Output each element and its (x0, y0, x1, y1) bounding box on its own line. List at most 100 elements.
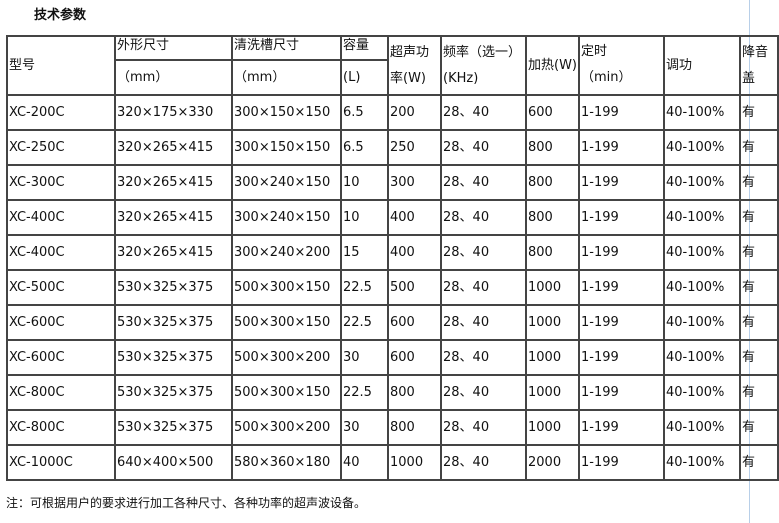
cell-frequency: 28、40 (440, 94, 527, 131)
header-capacity-unit: (L) (340, 59, 389, 96)
cell-tank-size: 500×300×200 (231, 409, 342, 446)
cell-power: 300 (387, 164, 442, 201)
cell-lid: 有 (739, 129, 779, 166)
cell-power-adjust: 40-100% (663, 199, 741, 236)
cell-tank-size: 300×150×150 (231, 94, 342, 131)
cell-tank-size: 500×300×200 (231, 339, 342, 376)
header-freq: 频率（选一）(KHz) (440, 35, 527, 96)
cell-capacity: 10 (340, 199, 389, 236)
header-power: 超声功率(W) (387, 35, 442, 96)
cell-outer-size: 530×325×375 (114, 269, 233, 306)
table-row: XC-250C 320×265×415 300×150×150 6.5 250 28、40… (6, 129, 779, 166)
cell-outer-size: 320×265×415 (114, 164, 233, 201)
cell-timer: 1-199 (578, 444, 665, 481)
cell-heating: 800 (525, 199, 580, 236)
cell-outer-size: 320×265×415 (114, 199, 233, 236)
header-tank: 清洗槽尺寸 (231, 35, 342, 61)
cell-power-adjust: 40-100% (663, 269, 741, 306)
header-heat: 加热(W) (525, 35, 580, 96)
cell-power: 250 (387, 129, 442, 166)
cell-model: XC-600C (6, 339, 116, 376)
cell-tank-size: 300×240×200 (231, 234, 342, 271)
cell-power-adjust: 40-100% (663, 94, 741, 131)
header-lid: 降音盖 (739, 35, 779, 96)
cell-frequency: 28、40 (440, 129, 527, 166)
cell-heating: 800 (525, 164, 580, 201)
cell-heating: 2000 (525, 444, 580, 481)
cell-power-adjust: 40-100% (663, 304, 741, 341)
cell-outer-size: 530×325×375 (114, 304, 233, 341)
cell-heating: 800 (525, 234, 580, 271)
cell-lid: 有 (739, 444, 779, 481)
cell-outer-size: 530×325×375 (114, 339, 233, 376)
cell-power-adjust: 40-100% (663, 234, 741, 271)
cell-model: XC-800C (6, 409, 116, 446)
table-row: XC-200C 320×175×330 300×150×150 6.5 200 28、40… (6, 94, 779, 131)
cell-power-adjust: 40-100% (663, 409, 741, 446)
cell-model: XC-1000C (6, 444, 116, 481)
cell-frequency: 28、40 (440, 269, 527, 306)
cell-capacity: 10 (340, 164, 389, 201)
cell-timer: 1-199 (578, 304, 665, 341)
cell-frequency: 28、40 (440, 199, 527, 236)
cell-lid: 有 (739, 269, 779, 306)
cell-capacity: 22.5 (340, 304, 389, 341)
cell-frequency: 28、40 (440, 374, 527, 411)
cell-lid: 有 (739, 94, 779, 131)
cell-power-adjust: 40-100% (663, 164, 741, 201)
header-model: 型号 (6, 35, 116, 96)
cell-power-adjust: 40-100% (663, 374, 741, 411)
cell-heating: 600 (525, 94, 580, 131)
cell-power: 800 (387, 374, 442, 411)
cell-tank-size: 500×300×150 (231, 304, 342, 341)
cell-frequency: 28、40 (440, 339, 527, 376)
cell-heating: 1000 (525, 269, 580, 306)
cell-frequency: 28、40 (440, 444, 527, 481)
cell-outer-size: 530×325×375 (114, 374, 233, 411)
cell-capacity: 6.5 (340, 129, 389, 166)
cell-timer: 1-199 (578, 164, 665, 201)
header-timer: 定时 (578, 35, 665, 60)
cell-outer-size: 320×265×415 (114, 129, 233, 166)
table-row: XC-1000C 640×400×500 580×360×180 40 1000 28、4… (6, 444, 779, 481)
cell-lid: 有 (739, 164, 779, 201)
cell-model: XC-300C (6, 164, 116, 201)
cell-power-adjust: 40-100% (663, 339, 741, 376)
cell-model: XC-500C (6, 269, 116, 306)
cell-frequency: 28、40 (440, 164, 527, 201)
cell-frequency: 28、40 (440, 304, 527, 341)
header-capacity: 容量 (340, 35, 389, 61)
cell-power: 400 (387, 199, 442, 236)
cell-timer: 1-199 (578, 234, 665, 271)
cell-capacity: 40 (340, 444, 389, 481)
cell-model: XC-800C (6, 374, 116, 411)
cell-capacity: 6.5 (340, 94, 389, 131)
cell-power: 600 (387, 339, 442, 376)
cell-lid: 有 (739, 304, 779, 341)
table-row: XC-600C 530×325×375 500×300×150 22.5 600 28、4… (6, 304, 779, 341)
cell-lid: 有 (739, 339, 779, 376)
cell-heating: 800 (525, 129, 580, 166)
header-timer-unit: （min） (578, 60, 665, 96)
cell-tank-size: 500×300×150 (231, 269, 342, 306)
cell-power-adjust: 40-100% (663, 444, 741, 481)
cell-timer: 1-199 (578, 409, 665, 446)
table-row: XC-600C 530×325×375 500×300×200 30 600 28、40 1… (6, 339, 779, 376)
cell-outer-size: 320×265×415 (114, 234, 233, 271)
cell-capacity: 30 (340, 339, 389, 376)
cell-timer: 1-199 (578, 269, 665, 306)
cell-lid: 有 (739, 199, 779, 236)
cell-model: XC-600C (6, 304, 116, 341)
cell-tank-size: 300×240×150 (231, 164, 342, 201)
page-title: 技术参数 (34, 8, 87, 23)
cell-tank-size: 300×150×150 (231, 129, 342, 166)
cell-model: XC-400C (6, 234, 116, 271)
cell-timer: 1-199 (578, 94, 665, 131)
table-row: XC-800C 530×325×375 500×300×150 22.5 800 28、4… (6, 374, 779, 411)
cell-heating: 1000 (525, 374, 580, 411)
cell-frequency: 28、40 (440, 409, 527, 446)
cell-lid: 有 (739, 409, 779, 446)
cell-model: XC-250C (6, 129, 116, 166)
cell-timer: 1-199 (578, 339, 665, 376)
cell-power: 500 (387, 269, 442, 306)
